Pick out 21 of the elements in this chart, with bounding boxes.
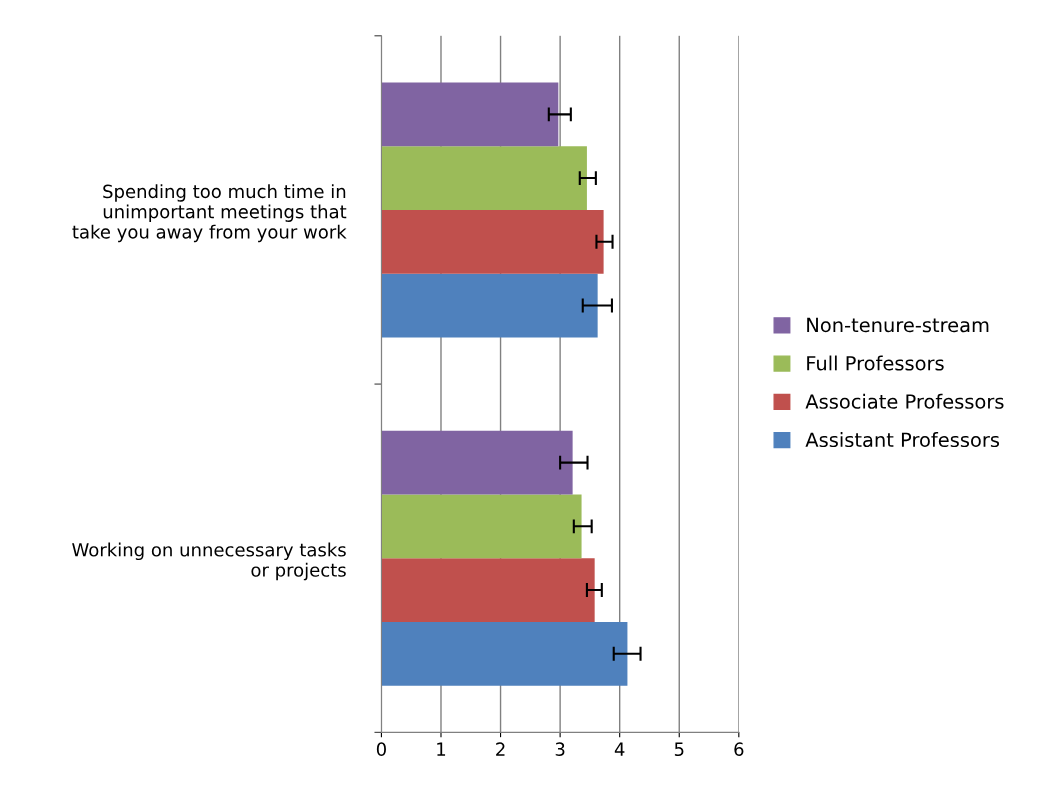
x-tick-label: 6 (734, 742, 744, 757)
x-tick-label: 4 (614, 742, 625, 756)
bar (381, 494, 582, 559)
bar (381, 621, 628, 686)
legend-label: Full Professors (807, 355, 944, 371)
y-tick-label: Spending too much time in unimportant meetings that take you away from your work (72, 184, 347, 243)
bar (381, 273, 598, 338)
x-tick-label: 0 (376, 742, 386, 757)
bar (381, 82, 559, 147)
bar (381, 430, 573, 495)
x-tick-label: 5 (674, 742, 684, 757)
legend-label: Assistant Professors (805, 432, 1000, 448)
bar (381, 209, 604, 274)
y-tick-label: Working on unnecessary tasks or projects (72, 542, 346, 581)
x-tick-label: 1 (437, 742, 446, 756)
x-tick-label: 2 (496, 742, 505, 756)
legend-label: Associate Professors (805, 393, 1004, 409)
bar (381, 558, 595, 622)
bar (381, 146, 587, 210)
legend-label: Non-tenure-stream (807, 317, 989, 333)
x-tick-label: 3 (555, 742, 565, 757)
